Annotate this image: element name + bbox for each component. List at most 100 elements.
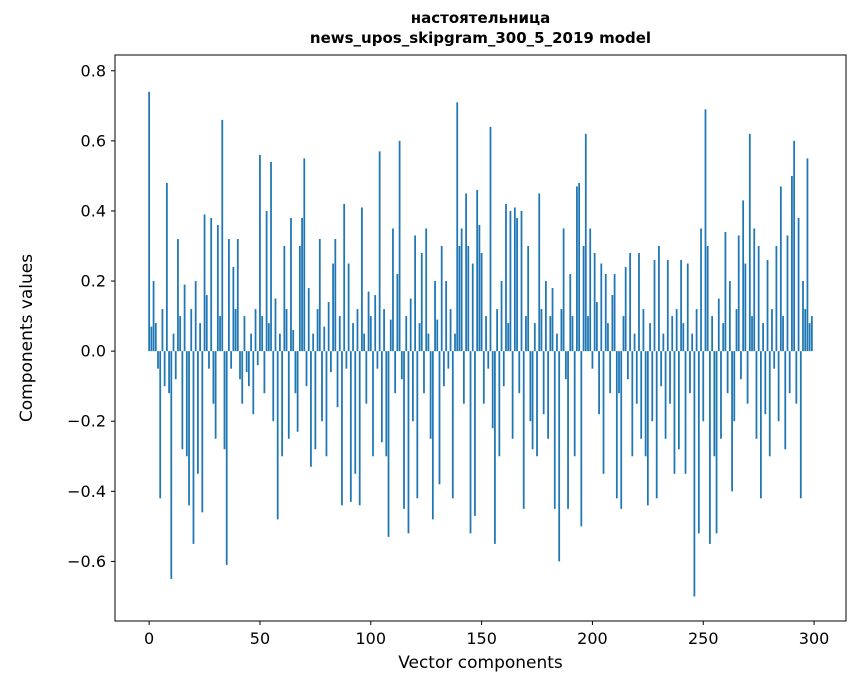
bar — [294, 351, 297, 394]
bar — [697, 351, 700, 534]
bar — [757, 246, 760, 352]
bar — [429, 351, 432, 439]
bar — [680, 260, 682, 352]
bar — [347, 263, 350, 352]
bar — [465, 193, 467, 352]
bar — [556, 333, 558, 352]
bar — [474, 351, 476, 516]
bar — [183, 284, 186, 352]
bar — [764, 351, 767, 415]
bar — [152, 281, 155, 352]
bar — [582, 246, 585, 352]
bar — [604, 274, 607, 352]
bar — [310, 351, 312, 467]
bar — [447, 351, 450, 369]
bar — [330, 351, 332, 373]
bar — [414, 235, 416, 352]
bar — [203, 214, 206, 352]
bar — [245, 351, 248, 373]
bar — [540, 309, 543, 352]
bar — [172, 333, 175, 352]
bar — [638, 253, 640, 352]
bar — [345, 351, 348, 369]
bar — [766, 260, 769, 352]
bar — [551, 288, 554, 352]
bar — [505, 203, 507, 352]
bar — [489, 126, 492, 352]
bar — [711, 316, 714, 352]
bar — [564, 351, 567, 380]
bar — [655, 351, 658, 499]
bar — [686, 263, 689, 352]
bar — [236, 238, 239, 352]
bar — [454, 333, 456, 352]
bar — [633, 333, 636, 352]
bar — [573, 351, 576, 457]
bar — [352, 323, 354, 352]
bar — [491, 351, 494, 429]
bar — [205, 295, 208, 352]
bar — [498, 351, 501, 457]
bar — [507, 323, 510, 352]
bar — [460, 228, 463, 352]
bar — [753, 228, 756, 352]
bar — [259, 154, 261, 352]
bar — [642, 309, 645, 352]
bar — [385, 351, 388, 457]
bar — [179, 316, 182, 352]
bar — [389, 319, 392, 352]
bar — [336, 351, 339, 408]
bar — [349, 351, 352, 502]
bar — [713, 351, 716, 457]
bar — [412, 351, 414, 422]
bar — [250, 333, 252, 352]
y-tick-label: 0.8 — [81, 61, 106, 80]
bar — [478, 224, 481, 352]
bar — [354, 351, 357, 474]
bar — [735, 309, 738, 352]
bar — [611, 295, 614, 352]
bar — [671, 316, 674, 352]
bar — [243, 316, 246, 352]
bar — [806, 158, 809, 352]
bar — [161, 309, 164, 352]
bar — [221, 119, 224, 352]
bar — [239, 351, 241, 380]
bar — [786, 235, 789, 352]
bar — [219, 316, 221, 352]
bar — [303, 158, 306, 352]
bar — [436, 319, 439, 352]
bar — [469, 351, 472, 534]
y-tick-label: −0.6 — [67, 552, 106, 571]
bar — [398, 140, 401, 352]
bar — [646, 351, 649, 506]
bar — [751, 316, 753, 352]
bar — [748, 133, 751, 352]
bar — [485, 316, 487, 352]
bar — [797, 217, 800, 352]
bar — [358, 351, 361, 506]
x-tick-label: 50 — [250, 629, 270, 648]
bar — [496, 309, 499, 352]
bar — [467, 246, 470, 352]
bar — [691, 333, 694, 352]
y-tick-label: 0.0 — [81, 342, 106, 361]
bar — [325, 351, 328, 457]
bar — [518, 351, 521, 394]
bar — [553, 351, 556, 509]
bar — [445, 281, 448, 352]
bar — [666, 260, 669, 352]
bar — [653, 260, 656, 352]
bar — [312, 333, 315, 352]
bar — [511, 351, 514, 439]
y-tick-label: 0.6 — [81, 131, 106, 150]
bar — [361, 207, 363, 352]
bar — [576, 186, 578, 352]
bar — [247, 351, 250, 387]
bar — [635, 351, 638, 404]
bar — [431, 351, 434, 520]
bar — [263, 351, 266, 394]
bar — [425, 228, 428, 352]
